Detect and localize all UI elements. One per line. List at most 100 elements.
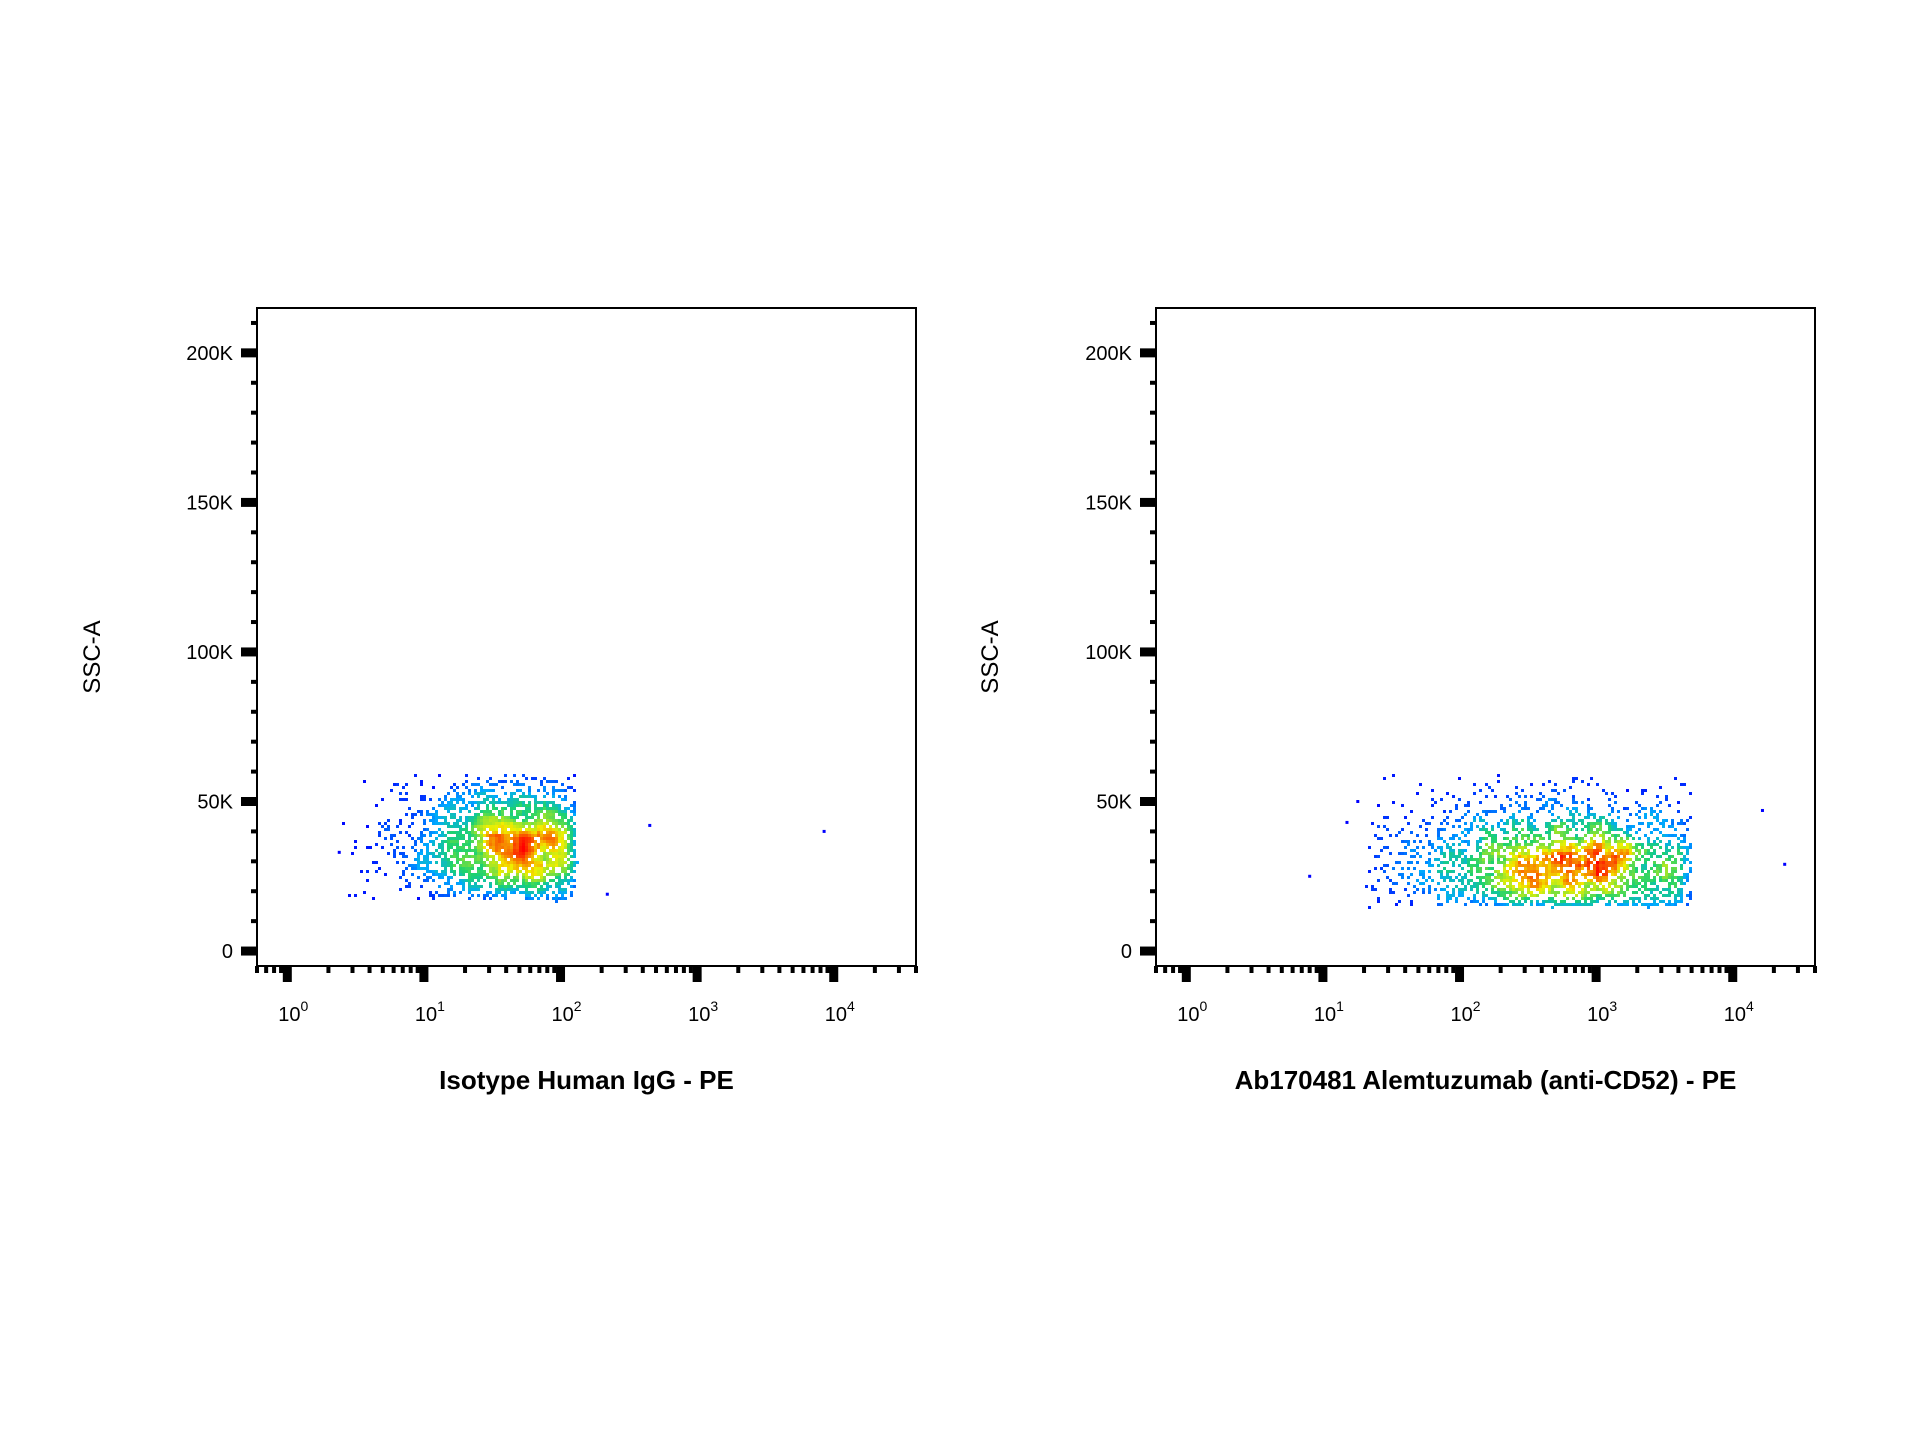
event-dot — [1467, 843, 1470, 846]
event-dot — [417, 897, 420, 900]
event-dot — [1569, 852, 1572, 855]
event-dot — [534, 777, 537, 780]
event-dot — [1554, 831, 1557, 834]
event-dot — [504, 807, 507, 810]
event-dot — [1527, 843, 1530, 846]
event-dot — [1626, 849, 1629, 852]
event-dot — [432, 813, 435, 816]
event-dot — [498, 882, 501, 885]
event-dot — [1557, 885, 1560, 888]
event-dot — [1500, 861, 1503, 864]
event-dot — [480, 828, 483, 831]
event-dot — [1410, 900, 1413, 903]
event-dot — [543, 867, 546, 870]
event-dot — [1596, 870, 1599, 873]
event-dot — [1464, 834, 1467, 837]
event-dot — [378, 867, 381, 870]
event-dot — [1554, 819, 1557, 822]
event-dot — [1623, 807, 1626, 810]
event-dot — [1551, 870, 1554, 873]
event-dot — [444, 804, 447, 807]
event-dot — [540, 825, 543, 828]
event-dot — [1497, 825, 1500, 828]
event-dot — [405, 813, 408, 816]
event-dot — [1581, 858, 1584, 861]
event-dot — [513, 882, 516, 885]
event-dot — [570, 867, 573, 870]
event-dot — [1527, 897, 1530, 900]
event-dot — [444, 795, 447, 798]
event-dot — [1491, 858, 1494, 861]
event-dot — [528, 846, 531, 849]
event-dot — [1596, 885, 1599, 888]
event-dot — [423, 822, 426, 825]
event-dot — [507, 843, 510, 846]
event-dot — [1536, 798, 1539, 801]
event-dot — [561, 789, 564, 792]
event-dot — [1566, 897, 1569, 900]
event-dot — [1578, 864, 1581, 867]
event-dot — [1584, 861, 1587, 864]
event-dot — [1431, 816, 1434, 819]
event-dot — [1644, 888, 1647, 891]
event-dot — [564, 897, 567, 900]
event-dot — [1479, 846, 1482, 849]
event-dot — [507, 870, 510, 873]
event-dot — [1497, 774, 1500, 777]
event-dot — [1590, 873, 1593, 876]
event-dot — [1554, 789, 1557, 792]
event-dot — [1533, 861, 1536, 864]
event-dot — [468, 888, 471, 891]
event-dot — [516, 840, 519, 843]
event-dot — [1416, 846, 1419, 849]
event-dot — [534, 846, 537, 849]
event-dot — [1563, 822, 1566, 825]
event-dot — [1596, 861, 1599, 864]
event-dot — [408, 807, 411, 810]
event-dot — [1548, 810, 1551, 813]
event-dot — [1458, 894, 1461, 897]
event-dot — [486, 819, 489, 822]
event-dot — [567, 852, 570, 855]
event-dot — [1668, 804, 1671, 807]
event-dot — [399, 798, 402, 801]
event-dot — [1581, 888, 1584, 891]
event-dot — [1593, 873, 1596, 876]
event-dot — [468, 846, 471, 849]
event-dot — [1587, 870, 1590, 873]
event-dot — [558, 858, 561, 861]
event-dot — [510, 846, 513, 849]
event-dot — [1509, 864, 1512, 867]
event-dot — [1563, 789, 1566, 792]
event-dot — [561, 846, 564, 849]
event-dot — [1641, 876, 1644, 879]
event-dot — [1554, 873, 1557, 876]
event-dot — [1512, 828, 1515, 831]
event-dot — [426, 867, 429, 870]
event-dot — [1683, 840, 1686, 843]
event-dot — [1452, 852, 1455, 855]
event-dot — [1512, 822, 1515, 825]
event-dot — [1566, 825, 1569, 828]
event-dot — [1377, 900, 1380, 903]
event-dot — [1578, 849, 1581, 852]
event-dot — [1569, 855, 1572, 858]
event-dot — [1611, 807, 1614, 810]
event-dot — [1686, 819, 1689, 822]
event-dot — [1548, 876, 1551, 879]
event-dot — [1383, 777, 1386, 780]
event-dot — [447, 843, 450, 846]
event-dot — [1572, 873, 1575, 876]
event-dot — [1614, 834, 1617, 837]
event-dot — [1602, 864, 1605, 867]
event-dot — [534, 840, 537, 843]
event-dot — [543, 882, 546, 885]
event-dot — [522, 783, 525, 786]
event-dot — [1479, 903, 1482, 906]
event-dot — [474, 852, 477, 855]
event-dot — [1485, 822, 1488, 825]
event-dot — [534, 885, 537, 888]
event-dot — [1614, 900, 1617, 903]
